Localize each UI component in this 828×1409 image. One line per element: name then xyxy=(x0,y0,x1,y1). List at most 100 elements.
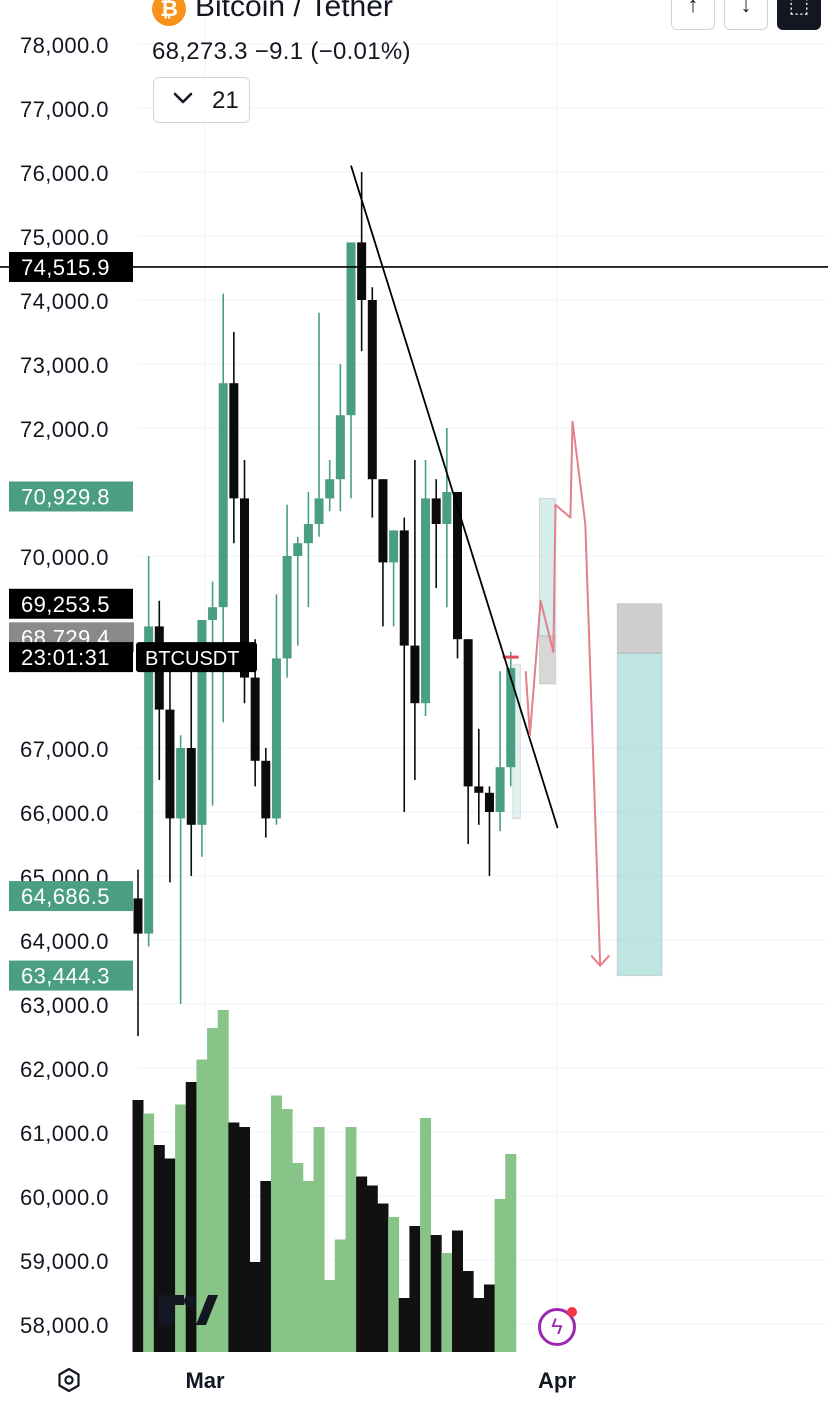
price-label-bg xyxy=(9,881,133,912)
candle-body xyxy=(197,620,207,825)
volume-bar xyxy=(132,1100,144,1352)
candle-body xyxy=(271,658,281,819)
candle-body xyxy=(506,668,516,768)
interval-value: 21 xyxy=(212,87,239,114)
candle-body xyxy=(357,242,367,300)
volume-bar xyxy=(260,1181,272,1352)
candle-body xyxy=(218,383,228,608)
scroll-up-button[interactable]: ↑ xyxy=(671,0,715,30)
notification-dot xyxy=(567,1307,577,1317)
volume-bar xyxy=(207,1028,219,1352)
volume-bar xyxy=(164,1158,176,1352)
volume-bar xyxy=(473,1298,485,1352)
trend-line xyxy=(350,165,559,829)
y-tick-label: 60,000.0 xyxy=(20,1185,109,1210)
candle-body xyxy=(186,748,196,825)
interval-selector[interactable]: 21 xyxy=(153,77,250,123)
candle-body xyxy=(165,709,175,819)
x-tick-label: Apr xyxy=(538,1368,576,1393)
bitcoin-logo-icon: ₿ xyxy=(152,0,186,26)
volume-bar xyxy=(420,1118,432,1352)
volume-bar xyxy=(334,1239,346,1352)
y-tick-label: 66,000.0 xyxy=(20,801,109,826)
drawings xyxy=(0,165,828,968)
chart-title[interactable]: Bitcoin / Tether xyxy=(195,0,393,23)
volume-bar xyxy=(441,1253,453,1352)
projection-arrowhead xyxy=(590,954,610,968)
position-box xyxy=(616,603,663,654)
share-button[interactable]: ⬚ xyxy=(777,0,821,30)
chevron-down-icon xyxy=(172,89,194,109)
candle-body xyxy=(293,543,303,556)
volume-bar xyxy=(462,1271,474,1352)
arrow-down-icon: ↓ xyxy=(740,0,752,17)
y-tick-label: 64,000.0 xyxy=(20,929,109,954)
volume-bar xyxy=(281,1109,293,1352)
candle-body xyxy=(474,786,484,793)
arrow-up-icon: ↑ xyxy=(687,0,699,17)
price-label: 69,253.5 xyxy=(21,592,110,617)
candle-body xyxy=(314,498,324,524)
candle-body xyxy=(442,492,452,524)
candle-body xyxy=(378,479,388,563)
volume-bar xyxy=(228,1122,240,1352)
settings-icon[interactable] xyxy=(56,1367,82,1393)
price-label: 63,444.3 xyxy=(21,964,110,989)
price-label-bg xyxy=(9,588,133,619)
candle-body xyxy=(208,607,218,620)
candle-body xyxy=(421,498,431,704)
candle-body xyxy=(431,498,441,524)
position-boxes xyxy=(512,497,663,977)
volume-bar xyxy=(345,1127,357,1352)
flash-alert-icon[interactable]: ϟ xyxy=(538,1307,577,1346)
share-icon: ⬚ xyxy=(788,0,810,17)
candle-body xyxy=(240,498,249,678)
x-axis: Mar Apr xyxy=(185,1368,576,1393)
candle-body xyxy=(346,242,356,416)
y-tick-label: 77,000.0 xyxy=(20,97,109,122)
volume-bar xyxy=(302,1181,314,1352)
volume-bar xyxy=(483,1284,495,1352)
candle-body xyxy=(261,760,271,819)
volume-bar xyxy=(313,1127,325,1352)
projection-path xyxy=(524,420,602,966)
volume-bar xyxy=(388,1217,400,1352)
scroll-down-button[interactable]: ↓ xyxy=(724,0,768,30)
y-tick-label: 59,000.0 xyxy=(20,1249,109,1274)
volume-bar xyxy=(494,1199,506,1352)
volume-bar xyxy=(153,1145,165,1352)
candle-body xyxy=(453,492,462,640)
candle-body xyxy=(144,626,154,934)
candle-body xyxy=(410,645,420,704)
y-tick-label: 74,000.0 xyxy=(20,289,109,314)
volume-bar xyxy=(217,1010,229,1352)
price-labels: 74,515.970,929.869,253.568,729.423:01:31… xyxy=(9,251,257,991)
candle-body xyxy=(229,383,239,499)
volume-bar xyxy=(143,1113,155,1352)
volume-bar xyxy=(366,1185,378,1352)
volume-bar xyxy=(175,1104,187,1352)
volume-bar xyxy=(196,1059,208,1352)
candle-body xyxy=(282,556,292,659)
candles xyxy=(133,172,519,1036)
volume-bar xyxy=(430,1235,442,1352)
y-tick-label: 67,000.0 xyxy=(20,737,109,762)
y-tick-label: 72,000.0 xyxy=(20,417,109,442)
x-tick-label: Mar xyxy=(185,1368,225,1393)
candle-body xyxy=(463,639,473,787)
volume-bar xyxy=(249,1262,261,1352)
y-tick-label: 63,000.0 xyxy=(20,993,109,1018)
y-tick-label: 78,000.0 xyxy=(20,33,109,58)
candle-body xyxy=(176,748,186,819)
symbol-tag: BTCUSDT xyxy=(145,648,239,670)
symbol-tag-bg xyxy=(136,642,257,673)
candle-body xyxy=(495,767,505,812)
y-tick-label: 70,000.0 xyxy=(20,545,109,570)
candle-body xyxy=(399,530,409,646)
volume-bar xyxy=(292,1163,304,1352)
volume-bars xyxy=(132,1010,517,1352)
price-label-bg xyxy=(9,960,133,991)
volume-bar xyxy=(398,1298,410,1352)
price-label-bg xyxy=(9,481,133,512)
